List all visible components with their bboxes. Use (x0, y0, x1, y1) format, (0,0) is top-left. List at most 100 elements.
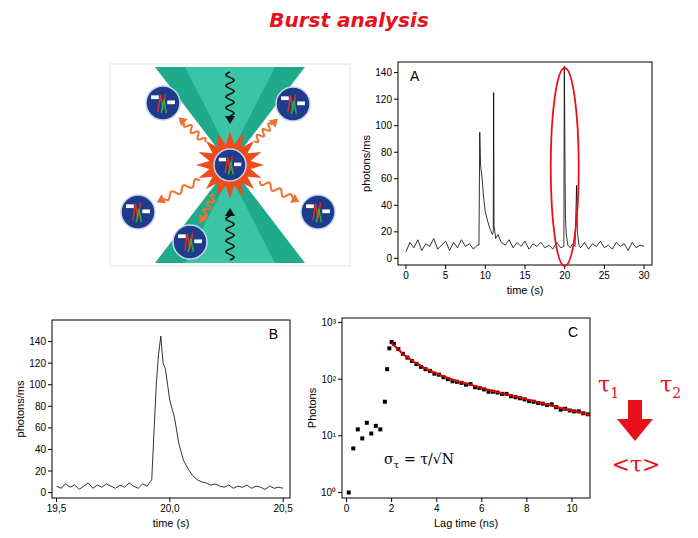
x-tick-label: 10 (566, 503, 578, 514)
data-point (387, 346, 391, 350)
x-tick-label: 20,5 (273, 503, 293, 514)
x-axis-title: time (s) (153, 517, 190, 529)
lifetime-note: τ1 τ2 <τ> (598, 372, 681, 477)
y-tick-label: 10¹ (322, 430, 337, 441)
lifetime-label: τ1 (598, 372, 619, 401)
emission-wave (164, 179, 200, 200)
x-tick (391, 498, 392, 502)
plot-marks (406, 66, 644, 252)
x-tick (346, 498, 347, 502)
annotation: στ= τ/√N (384, 451, 454, 470)
trace-line (406, 66, 644, 252)
y-tick (48, 471, 52, 472)
molecule-part (126, 204, 134, 208)
y-tick-label: 10³ (322, 317, 337, 328)
y-tick (48, 406, 52, 407)
x-tick-label: 15 (519, 270, 531, 281)
molecule-part (151, 95, 159, 99)
diagram (110, 64, 350, 266)
x-tick (644, 265, 645, 269)
annotation-part: σ (384, 451, 394, 467)
highlight-ellipse (551, 68, 579, 266)
x-tick (571, 498, 572, 502)
annotation-part: = τ/√N (404, 451, 454, 467)
y-tick-label: 80 (381, 147, 393, 158)
emission-wave (260, 181, 292, 198)
average-lifetime: <τ> (611, 452, 660, 477)
molecule-part (322, 209, 330, 213)
lifetime-symbol: τ (660, 372, 672, 397)
plot-area (52, 320, 290, 498)
panel-label: A (410, 68, 420, 84)
arrow-head (617, 419, 653, 441)
data-point (369, 431, 373, 435)
x-tick (283, 498, 284, 502)
y-tick-label: 80 (35, 401, 47, 412)
x-tick-label: 20 (559, 270, 571, 281)
y-tick-label: 0 (386, 253, 392, 264)
data-point (383, 400, 387, 404)
plot-area (342, 318, 590, 498)
y-tick (394, 205, 398, 206)
data-point (378, 427, 382, 431)
chart-panel: 024681010⁰10¹10²10³Lag time (ns)PhotonsC… (306, 317, 594, 529)
y-tick (338, 322, 342, 323)
excitation-wave-head (225, 116, 235, 124)
chart-panel: 19,520,020,5020406080100120140time (s)ph… (14, 320, 293, 529)
plot-marks (347, 340, 590, 494)
lifetime-label: τ2 (660, 372, 681, 401)
y-tick (338, 379, 342, 380)
emission-wave-head (269, 119, 278, 128)
x-tick-label: 10 (480, 270, 492, 281)
y-tick-label: 20 (35, 466, 47, 477)
y-axis-title: photons/ms (14, 380, 26, 437)
molecule-part (291, 101, 296, 115)
y-tick (48, 492, 52, 493)
y-tick-label: 140 (375, 67, 392, 78)
plot-frame (342, 318, 590, 498)
y-tick-label: 40 (35, 444, 47, 455)
emission-wave-head (157, 194, 166, 203)
y-tick (394, 99, 398, 100)
plot-marks (57, 336, 284, 489)
y-tick-label: 120 (375, 94, 392, 105)
fit-line (392, 343, 590, 416)
y-axis-title: Photons (306, 387, 318, 428)
y-tick-label: 100 (29, 379, 46, 390)
x-tick-label: 0 (344, 503, 350, 514)
molecule-part (167, 100, 175, 104)
x-tick-label: 0 (403, 270, 409, 281)
molecule-part (234, 163, 241, 167)
y-tick-label: 10⁰ (321, 487, 336, 498)
molecule-part (306, 204, 314, 208)
fluorescence-burst (196, 131, 264, 199)
data-point (365, 421, 369, 425)
x-tick-label: 4 (434, 503, 440, 514)
molecule (121, 195, 155, 229)
y-tick-label: 20 (381, 226, 393, 237)
y-tick (48, 341, 52, 342)
molecule-part (136, 209, 141, 223)
excitation-wave (226, 216, 234, 260)
molecule-part (194, 239, 202, 243)
plot-frame (398, 62, 652, 265)
excitation-wave (226, 72, 234, 116)
y-axis-title: photons/ms (360, 135, 372, 192)
plot-area (398, 62, 652, 265)
molecule-part (178, 234, 186, 238)
emission-wave (184, 123, 206, 142)
x-tick-label: 2 (389, 503, 395, 514)
data-point (374, 424, 378, 428)
molecule-part (219, 158, 226, 162)
y-tick-label: 60 (35, 422, 47, 433)
molecule (146, 86, 180, 120)
y-tick (394, 231, 398, 232)
data-point (347, 491, 351, 495)
y-tick (48, 427, 52, 428)
y-tick (48, 384, 52, 385)
x-tick (604, 265, 605, 269)
x-tick (481, 498, 482, 502)
x-tick-label: 6 (479, 503, 485, 514)
emission-wave-head (178, 117, 187, 126)
emission-wave-head (199, 214, 208, 223)
